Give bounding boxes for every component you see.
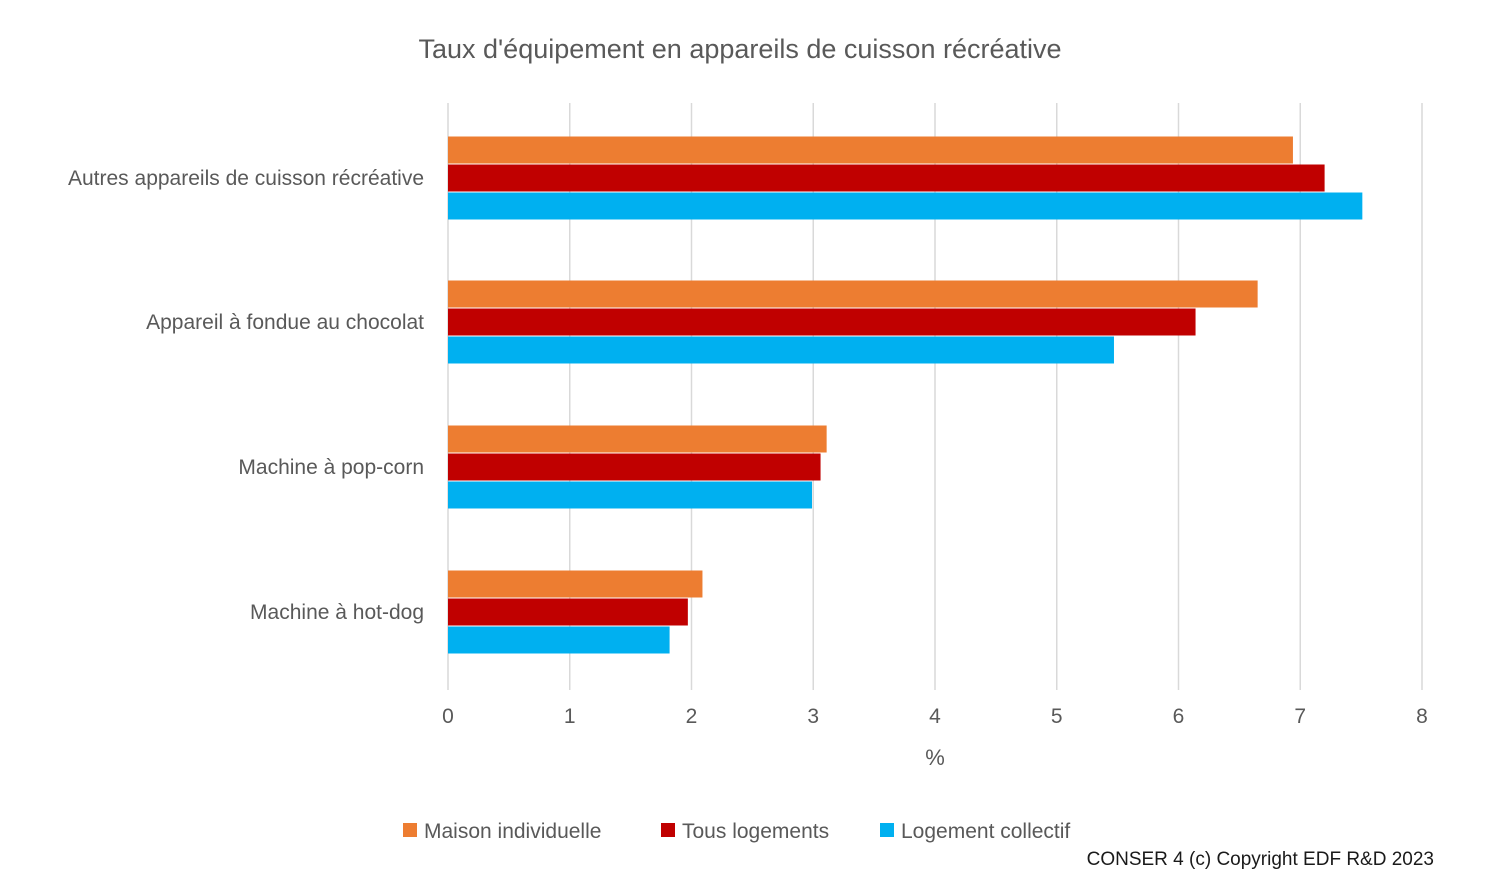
bar-3-2 xyxy=(448,626,670,654)
category-labels: Autres appareils de cuisson récréative Ap… xyxy=(68,167,424,624)
copyright-note: CONSER 4 (c) Copyright EDF R&D 2023 xyxy=(1086,849,1434,870)
x-tick-label-6: 6 xyxy=(1173,705,1185,728)
legend-swatch-2 xyxy=(880,823,894,837)
category-label-3: Machine à hot-dog xyxy=(250,601,424,624)
x-tick-label-7: 7 xyxy=(1294,705,1306,728)
legend-label-1: Tous logements xyxy=(682,820,829,843)
x-tick-labels: 0 1 2 3 4 5 6 7 8 xyxy=(442,705,1428,728)
x-tick-label-0: 0 xyxy=(442,705,454,728)
category-label-2: Machine à pop-corn xyxy=(238,456,424,479)
legend-label-2: Logement collectif xyxy=(901,820,1070,843)
chart-title: Taux d'équipement en appareils de cuisso… xyxy=(418,34,1061,64)
x-tick-label-5: 5 xyxy=(1051,705,1063,728)
x-tick-label-8: 8 xyxy=(1416,705,1428,728)
bar-3-0 xyxy=(448,570,703,598)
category-label-1: Appareil à fondue au chocolat xyxy=(146,311,424,334)
legend-swatch-1 xyxy=(661,823,675,837)
bar-2-2 xyxy=(448,481,813,509)
bar-1-2 xyxy=(448,336,1114,364)
category-label-0: Autres appareils de cuisson récréative xyxy=(68,167,424,190)
x-tick-label-2: 2 xyxy=(686,705,698,728)
legend-swatch-0 xyxy=(403,823,417,837)
bar-2-0 xyxy=(448,425,827,453)
bar-0-0 xyxy=(448,136,1293,164)
x-tick-label-3: 3 xyxy=(807,705,819,728)
legend: Maison individuelle Tous logements Logemen… xyxy=(403,820,1070,843)
x-axis-label: % xyxy=(925,745,945,770)
legend-label-0: Maison individuelle xyxy=(424,820,601,843)
bar-1-0 xyxy=(448,280,1258,308)
bar-3-1 xyxy=(448,598,688,626)
x-tick-label-4: 4 xyxy=(929,705,941,728)
bar-0-2 xyxy=(448,192,1363,220)
bar-2-1 xyxy=(448,453,821,481)
bar-0-1 xyxy=(448,164,1325,192)
x-tick-label-1: 1 xyxy=(564,705,576,728)
bars xyxy=(448,136,1363,654)
bar-1-1 xyxy=(448,308,1196,336)
